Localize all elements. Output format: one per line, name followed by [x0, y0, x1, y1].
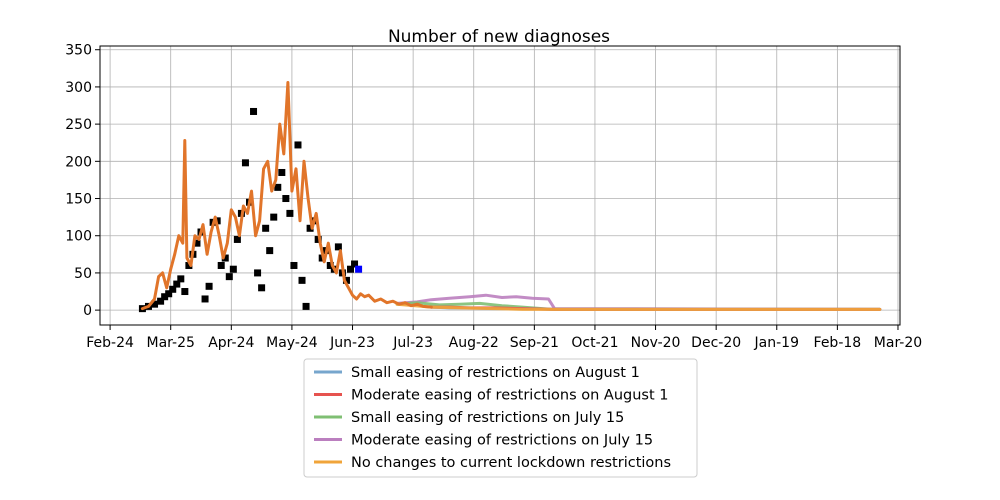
observed-point [254, 269, 262, 277]
observed-point [201, 295, 209, 303]
y-tick-label: 100 [65, 229, 92, 245]
observed-point [193, 239, 201, 247]
plot-frame [99, 45, 901, 326]
x-tick-label: Feb-18 [814, 335, 862, 351]
x-tick-label: Jun-23 [329, 335, 375, 351]
y-tick-label: 200 [65, 154, 92, 170]
observed-point [205, 282, 213, 290]
legend-label: Moderate easing of restrictions on July … [351, 433, 653, 449]
observed-point [250, 107, 258, 115]
observed-point [161, 293, 169, 301]
legend-frame [303, 358, 698, 478]
y-tick-label: 0 [83, 303, 92, 319]
observed-point [258, 284, 266, 292]
x-tick-label: Apr-24 [208, 335, 254, 351]
legend: Small easing of restrictions on August 1… [303, 358, 698, 478]
observed-point [169, 285, 177, 293]
observed-point [298, 276, 306, 284]
observed-point [217, 261, 225, 269]
observed-point [173, 280, 181, 288]
observed-point [274, 183, 282, 191]
x-tick-label: Nov-20 [631, 335, 681, 351]
observed-point [334, 243, 342, 251]
observed-point [177, 275, 185, 283]
observed-point [266, 247, 274, 255]
observed-point [290, 261, 298, 269]
legend-label: Small easing of restrictions on July 15 [351, 410, 624, 426]
observed-point [314, 235, 322, 243]
legend-label: Moderate easing of restrictions on Augus… [351, 388, 669, 404]
observed-point [278, 168, 286, 176]
series-line [395, 293, 882, 311]
legend-label: No changes to current lockdown restricti… [351, 455, 671, 471]
observed-point [347, 265, 355, 273]
y-tick-label: 300 [65, 80, 92, 96]
latest-observed-point [355, 265, 363, 273]
observed-point [241, 159, 249, 167]
x-tick-label: Jan-19 [754, 335, 799, 351]
x-tick-label: Aug-22 [449, 335, 499, 351]
observed-point [342, 276, 350, 284]
y-tick-label: 350 [65, 43, 92, 59]
x-tick-label: Dec-20 [691, 335, 741, 351]
chart-title: Number of new diagnoses [388, 27, 610, 47]
grid-layer [100, 46, 900, 325]
observed-point [185, 261, 193, 269]
y-tick-label: 150 [65, 192, 92, 208]
observed-point [165, 290, 173, 298]
series-layer [140, 81, 882, 311]
x-tick-label: Oct-21 [571, 335, 618, 351]
x-tick-label: Feb-24 [86, 335, 134, 351]
observed-point [294, 141, 302, 149]
x-tick-label: Mar-25 [147, 335, 195, 351]
observed-point [270, 213, 278, 221]
y-tick-label: 250 [65, 117, 92, 133]
observed-point [233, 235, 241, 243]
observed-point [286, 209, 294, 217]
x-tick-label: Mar-20 [874, 335, 922, 351]
observed-point [229, 265, 237, 273]
observed-point [262, 224, 270, 232]
observed-point [351, 260, 359, 268]
x-tick-label: May-24 [266, 335, 318, 351]
y-tick-label: 50 [74, 266, 92, 282]
observed-point [225, 273, 233, 281]
observed-points [138, 107, 363, 313]
observed-point [157, 297, 165, 305]
x-tick-label: Jul-23 [392, 335, 433, 351]
observed-point [326, 261, 334, 269]
observed-point [302, 302, 310, 310]
observed-point [282, 195, 290, 203]
observed-point [181, 288, 189, 296]
axis-layer: 0 50 100 150 200 250 300 350 Feb-24 Mar-25 Apr-24 M… [65, 43, 922, 351]
observed-point [151, 300, 159, 308]
model-fit-line [140, 81, 433, 311]
observed-point [221, 254, 229, 262]
x-tick-label: Sep-21 [510, 335, 559, 351]
observed-point [306, 224, 314, 232]
legend-label: Small easing of restrictions on August 1 [351, 365, 640, 381]
